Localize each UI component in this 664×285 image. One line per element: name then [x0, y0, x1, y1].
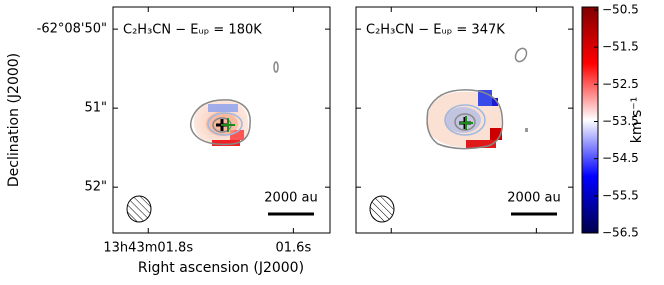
colorbar-tick-label: −54.5 — [602, 151, 639, 165]
map-image — [126, 61, 314, 223]
colorbar-tick-label: −55.5 — [602, 188, 639, 202]
colorbar-tick-label: −53.5 — [602, 114, 639, 128]
panel-title: C₂H₃CN − Eᵤₚ = 180K — [123, 23, 262, 38]
y-tick-label: 51" — [84, 101, 107, 116]
panel-frame — [112, 6, 331, 234]
y-tick-label: -62°08'50" — [37, 22, 107, 37]
map-image — [369, 47, 557, 223]
x-axis-label: Right ascension (J2000) — [138, 260, 304, 276]
colorbar-tick-label: −50.5 — [602, 2, 639, 16]
y-axis-label: Declination (J2000) — [6, 53, 22, 187]
colorbar — [581, 6, 599, 234]
panel-title: C₂H₃CN − Eᵤₚ = 347K — [366, 23, 505, 38]
panel-frame — [355, 6, 574, 234]
scale-bar-label: 2000 au — [507, 191, 560, 206]
colorbar-tick-label: −52.5 — [602, 77, 639, 91]
colorbar-label: km s⁻¹ — [629, 97, 645, 144]
x-tick-label: 13h43m01.8s — [103, 241, 193, 256]
x-tick-label: 01.6s — [276, 241, 312, 256]
colorbar-tick-label: −56.5 — [602, 226, 639, 240]
y-tick-label: 52" — [84, 180, 107, 195]
colorbar-tick-label: −51.5 — [602, 40, 639, 54]
scale-bar-label: 2000 au — [264, 191, 317, 206]
